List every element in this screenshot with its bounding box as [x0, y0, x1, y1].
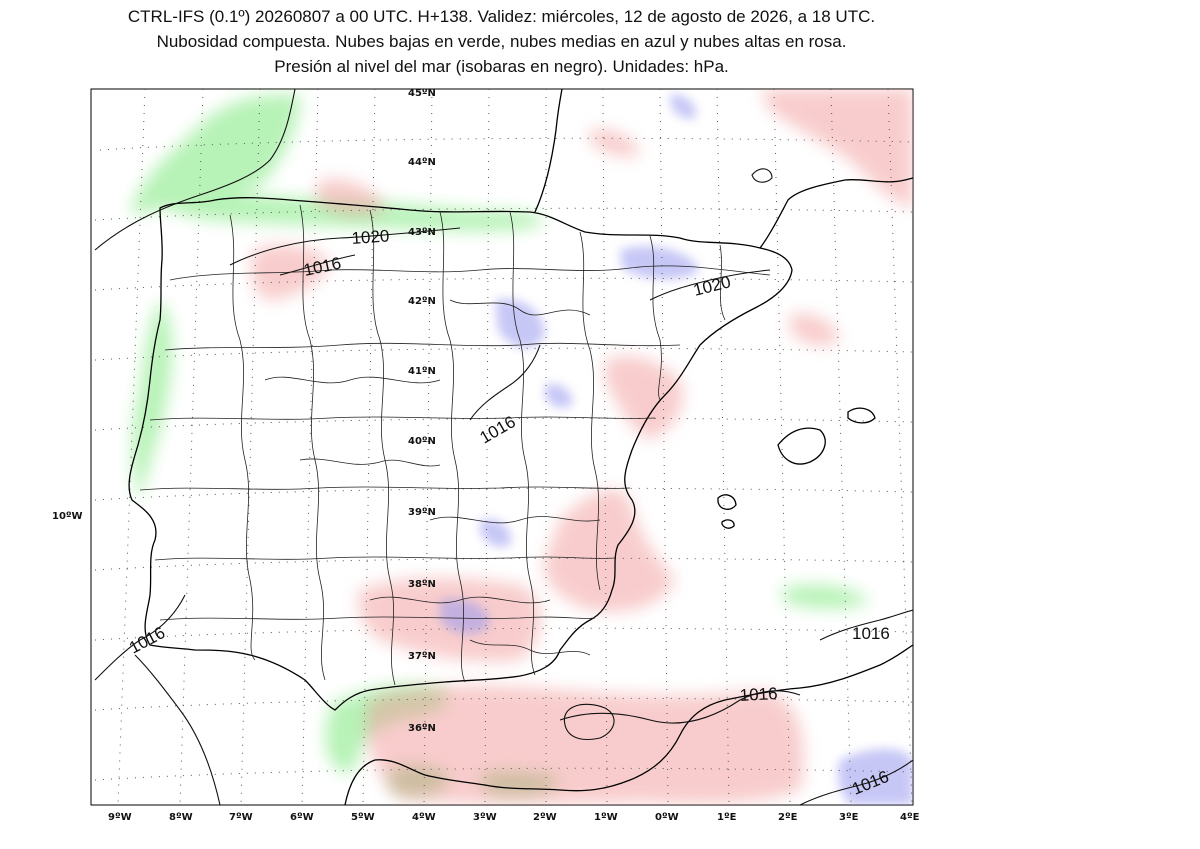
province-borders [139, 204, 771, 686]
longitude-label: 6ºW [290, 812, 314, 823]
low-cloud-biscay [130, 94, 300, 215]
mid-cloud-ebro [495, 299, 545, 348]
latitude-label: 40ºN [408, 436, 436, 447]
mallorca [777, 427, 826, 465]
high-cloud-alboran [366, 685, 804, 805]
isobar-1016-east [819, 609, 913, 641]
formentera [721, 519, 735, 529]
longitude-label: 9ºW [108, 812, 132, 823]
title-line-1: CTRL-IFS (0.1º) 20260807 a 00 UTC. H+138… [127, 7, 876, 26]
latitude-label: 44ºN [408, 157, 436, 168]
isobar-low-small [751, 168, 773, 183]
latitude-label: 43ºN [408, 227, 436, 238]
longitude-label: 4ºW [412, 812, 436, 823]
isobar-1016-asturias [279, 254, 356, 276]
mid-cloud-jaen [440, 598, 490, 635]
latitude-label: 37ºN [408, 651, 436, 662]
title-line-2: Nubosidad compuesta. Nubes bajas en verd… [156, 32, 847, 51]
low-cloud-portugal [132, 300, 172, 500]
low-cloud-east [780, 584, 870, 609]
isobar-low-alboran [563, 703, 615, 741]
chart-title-block: CTRL-IFS (0.1º) 20260807 a 00 UTC. H+138… [0, 4, 1003, 79]
longitude-label: 4ºE [900, 812, 920, 823]
isobar-1016-west [94, 89, 296, 251]
latitude-label: 45ºN [408, 88, 436, 99]
isobar-1016-alboran [559, 690, 801, 724]
mid-cloud-mancha [480, 519, 511, 548]
graticule-grid [94, 89, 913, 805]
iberia-coastline [128, 197, 793, 711]
longitude-label: 5ºW [351, 812, 375, 823]
longitude-label: 0ºW [655, 812, 679, 823]
high-cloud-ne-corner [760, 89, 913, 210]
longitude-label: 3ºE [839, 812, 859, 823]
isobar-1016-portugal [94, 594, 186, 681]
high-cloud-gulf [790, 313, 840, 346]
africa-coastline [344, 644, 913, 805]
mid-cloud-ne [670, 94, 696, 119]
mid-cloud-se-corner [837, 748, 913, 805]
longitude-label: 2ºW [533, 812, 557, 823]
isobar-1016-southeast [799, 759, 913, 805]
latitude-label: 38ºN [408, 579, 436, 590]
france-coastline [534, 89, 563, 213]
mid-clouds-layer [440, 94, 913, 805]
latitude-label: 41ºN [408, 366, 436, 377]
longitude-label: 7ºW [229, 812, 253, 823]
mid-cloud-teruel [545, 383, 573, 408]
longitude-label: 1ºW [594, 812, 618, 823]
isobar-lines [94, 89, 913, 805]
side-longitude-label: 10ºW [52, 511, 83, 522]
longitude-label: 2ºE [778, 812, 798, 823]
isobar-1016-portugal-south [134, 654, 221, 805]
mid-cloud-catalonia [620, 246, 700, 280]
longitude-label: 3ºW [473, 812, 497, 823]
ibiza [717, 494, 737, 510]
isobar-label-cantabria: 1020 [351, 226, 390, 248]
latitude-label: 39ºN [408, 507, 436, 518]
coastline [128, 89, 913, 805]
longitude-label: 1ºE [717, 812, 737, 823]
isobar-1020-catalonia [649, 269, 771, 301]
high-cloud-ne-sea [590, 129, 640, 157]
isobar-1016-center [469, 344, 541, 421]
menorca [847, 407, 876, 424]
longitude-labels: 9ºW 8ºW 7ºW 6ºW 5ºW 4ºW 3ºW 2ºW 1ºW 0ºW 1ºE 2ºE 3ºE 4… [108, 812, 920, 823]
latitude-label: 42ºN [408, 296, 436, 307]
latitude-labels: 45ºN 44ºN 43ºN 42ºN 41ºN 40ºN 39ºN 38ºN 37ºN 36ºN [408, 88, 436, 734]
isobar-label-east: 1016 [852, 624, 890, 643]
france-med-coastline [759, 177, 913, 249]
isobar-label-alboran: 1016 [739, 684, 778, 705]
latitude-label: 36ºN [408, 723, 436, 734]
isobar-1020-north [229, 227, 461, 266]
title-line-3: Presión al nivel del mar (isobaras en ne… [274, 57, 729, 76]
longitude-label: 8ºW [169, 812, 193, 823]
